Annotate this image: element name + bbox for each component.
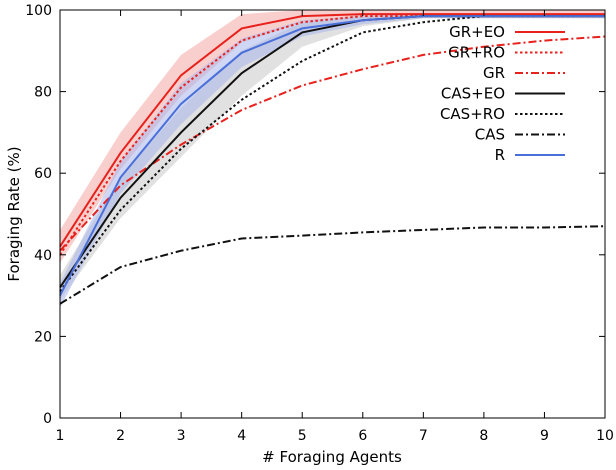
legend-label: R	[495, 146, 505, 164]
y-tick-label: 20	[34, 329, 52, 345]
y-tick-label: 60	[34, 166, 52, 182]
series-line-gr	[59, 35, 606, 252]
band-cas-eo	[60, 14, 605, 300]
x-tick-label: 6	[358, 428, 367, 444]
x-tick-label: 9	[540, 428, 549, 444]
legend: GR+EO GR+RO GR CAS+EO CAS+RO CAS R	[440, 23, 565, 164]
x-tick-label: 8	[479, 428, 488, 444]
y-tick-label: 100	[25, 3, 52, 19]
x-tick-label: 3	[177, 428, 186, 444]
legend-label: GR+RO	[448, 44, 505, 62]
y-tick-label: 80	[34, 85, 52, 101]
x-tick-label: 1	[56, 428, 65, 444]
legend-label: GR+EO	[449, 23, 505, 41]
x-tick-label: 7	[419, 428, 428, 444]
series-line-gr-eo	[59, 13, 605, 248]
x-tick-label: 4	[237, 428, 246, 444]
x-tick-label: 2	[116, 428, 125, 444]
series-line-cas	[59, 225, 606, 305]
y-tick-label: 40	[34, 248, 52, 264]
x-axis-title: # Foraging Agents	[262, 448, 402, 466]
x-tick-label: 5	[298, 428, 307, 444]
series-line-gr-ro	[59, 15, 605, 256]
series-line-r	[59, 15, 605, 297]
y-axis: 0 20 40 60 80 100	[25, 3, 605, 427]
x-axis: 1 2 3 4 5 6 7 8 9 10	[56, 10, 614, 444]
plot-frame	[59, 9, 606, 419]
legend-label: CAS+RO	[440, 105, 505, 123]
legend-label: GR	[483, 64, 505, 82]
legend-label: CAS	[475, 126, 505, 144]
confidence-bands	[60, 10, 605, 308]
legend-label: CAS+EO	[441, 85, 505, 103]
series-lines	[59, 13, 606, 305]
x-tick-label: 10	[596, 428, 614, 444]
band-r	[60, 14, 605, 308]
y-tick-label: 0	[43, 411, 52, 427]
y-axis-title: Foraging Rate (%)	[5, 146, 23, 281]
